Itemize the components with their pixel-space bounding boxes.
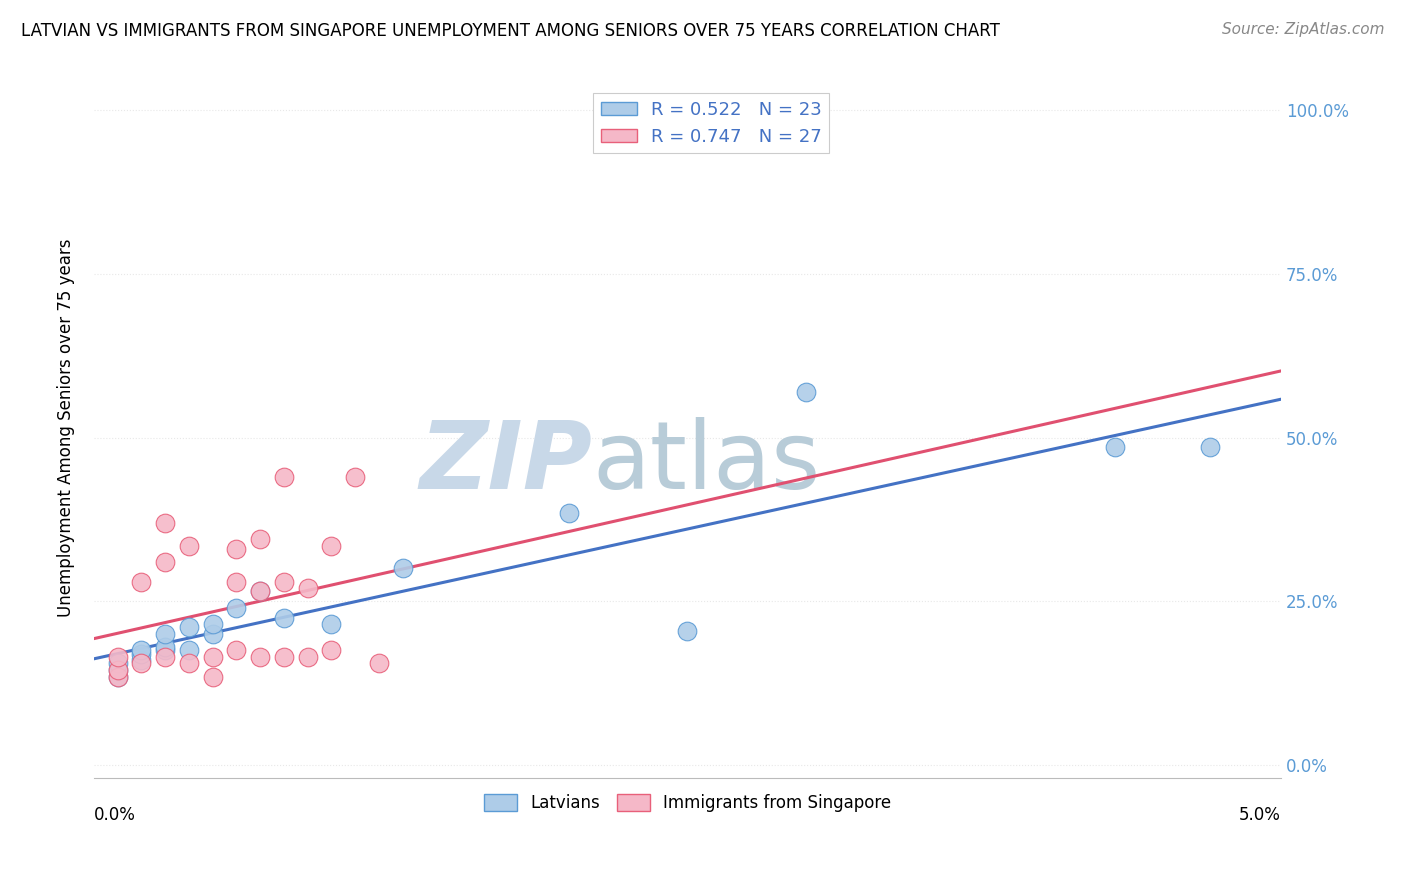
Point	[177, 643, 200, 657]
Point	[273, 610, 295, 624]
Point	[153, 640, 176, 654]
Point	[321, 617, 343, 632]
Point	[131, 657, 153, 671]
Point	[177, 539, 200, 553]
Text: 5.0%: 5.0%	[1239, 806, 1281, 824]
Point	[273, 574, 295, 589]
Point	[249, 532, 271, 546]
Point	[107, 649, 129, 664]
Point	[177, 620, 200, 634]
Point	[201, 617, 224, 632]
Point	[131, 647, 153, 661]
Point	[1104, 441, 1126, 455]
Point	[107, 663, 129, 677]
Point	[321, 539, 343, 553]
Point	[225, 600, 247, 615]
Point	[344, 470, 367, 484]
Point	[131, 574, 153, 589]
Point	[249, 584, 271, 599]
Point	[558, 506, 581, 520]
Point	[131, 653, 153, 667]
Point	[273, 649, 295, 664]
Point	[153, 516, 176, 530]
Text: ZIP: ZIP	[419, 417, 592, 508]
Point	[1198, 441, 1220, 455]
Point	[249, 584, 271, 599]
Legend: Latvians, Immigrants from Singapore: Latvians, Immigrants from Singapore	[477, 788, 898, 819]
Point	[391, 561, 413, 575]
Point	[367, 657, 389, 671]
Point	[107, 657, 129, 671]
Point	[107, 669, 129, 683]
Text: Source: ZipAtlas.com: Source: ZipAtlas.com	[1222, 22, 1385, 37]
Point	[107, 663, 129, 677]
Point	[107, 669, 129, 683]
Point	[676, 624, 699, 638]
Point	[153, 649, 176, 664]
Point	[249, 649, 271, 664]
Point	[794, 384, 817, 399]
Point	[201, 627, 224, 641]
Point	[201, 649, 224, 664]
Point	[131, 643, 153, 657]
Text: LATVIAN VS IMMIGRANTS FROM SINGAPORE UNEMPLOYMENT AMONG SENIORS OVER 75 YEARS CO: LATVIAN VS IMMIGRANTS FROM SINGAPORE UNE…	[21, 22, 1000, 40]
Point	[201, 669, 224, 683]
Point	[273, 470, 295, 484]
Point	[225, 643, 247, 657]
Point	[153, 555, 176, 569]
Text: 0.0%: 0.0%	[94, 806, 136, 824]
Point	[321, 643, 343, 657]
Point	[297, 649, 319, 664]
Text: atlas: atlas	[592, 417, 821, 508]
Y-axis label: Unemployment Among Seniors over 75 years: Unemployment Among Seniors over 75 years	[58, 238, 75, 617]
Point	[225, 541, 247, 556]
Point	[225, 574, 247, 589]
Point	[153, 643, 176, 657]
Point	[297, 581, 319, 595]
Point	[177, 657, 200, 671]
Point	[153, 627, 176, 641]
